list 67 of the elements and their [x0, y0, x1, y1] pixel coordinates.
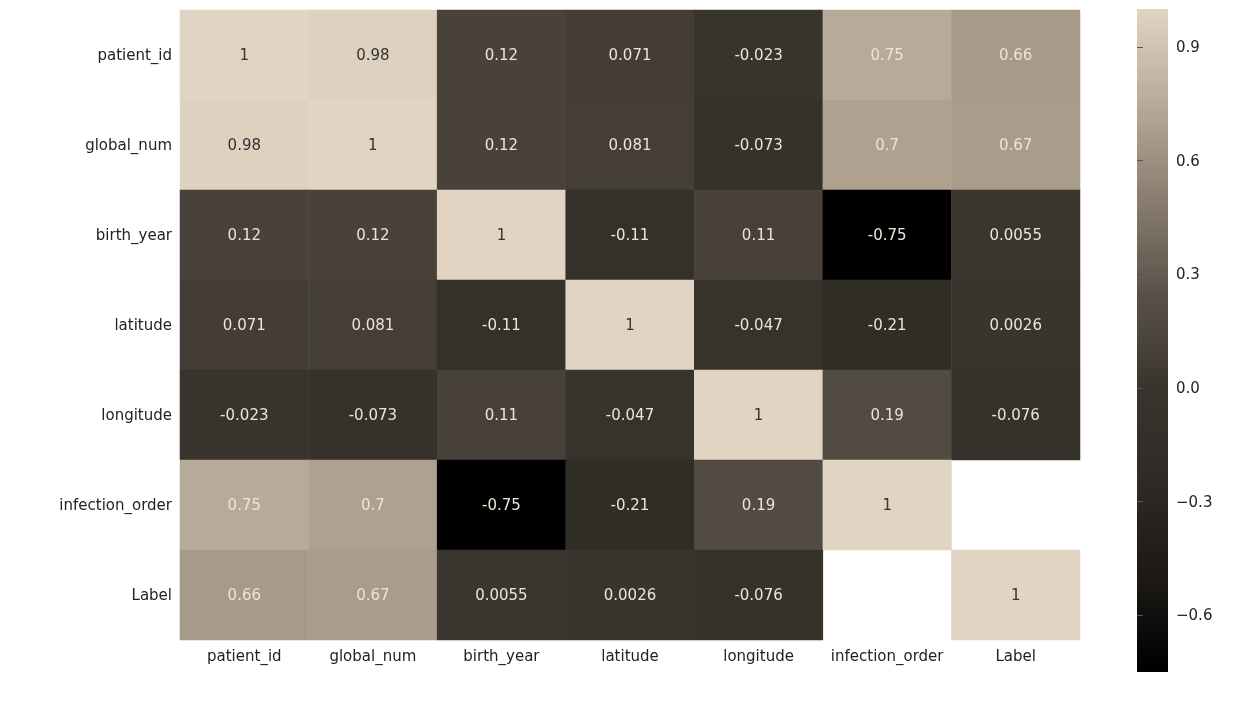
data-label: 0.071 [608, 46, 652, 64]
y-tick-label: latitude [114, 316, 172, 334]
color-bar-label: 0.9 [1176, 37, 1200, 56]
data-label: 0.12 [227, 226, 261, 244]
data-label: 0.12 [356, 226, 390, 244]
data-label: -0.076 [734, 586, 783, 604]
data-label: -0.75 [867, 226, 907, 244]
y-tick-label: infection_order [59, 496, 173, 515]
data-label: 0.11 [741, 226, 776, 244]
y-tick-label: birth_year [95, 226, 173, 245]
color-bar-label: −0.3 [1176, 492, 1213, 511]
data-label: 0.75 [227, 496, 261, 514]
data-label: -0.073 [734, 136, 783, 154]
data-label: 0.081 [351, 316, 395, 334]
data-label: 0.19 [870, 406, 904, 424]
x-tick-label: latitude [601, 646, 659, 665]
data-label: -0.21 [867, 316, 907, 334]
x-tick-label: Label [995, 646, 1036, 665]
x-tick-label: longitude [723, 646, 794, 665]
data-label: 0.0055 [475, 586, 528, 604]
data-label: -0.073 [348, 406, 398, 424]
data-label: 1 [239, 46, 250, 64]
data-label: -0.023 [220, 406, 269, 424]
color-bar-label: 0.3 [1176, 265, 1200, 284]
y-tick-label: global_num [85, 136, 172, 155]
data-label: 0.12 [484, 46, 519, 64]
x-tick-label: birth_year [463, 646, 541, 666]
x-tick-label: patient_id [207, 646, 282, 666]
data-label: 0.98 [356, 46, 390, 64]
data-label: -0.047 [605, 406, 655, 424]
data-label: 0.0055 [989, 226, 1042, 244]
data-label: 0.12 [484, 136, 519, 154]
data-label: 1 [625, 316, 635, 334]
data-label: -0.11 [610, 226, 650, 244]
y-tick-label: longitude [101, 406, 172, 424]
data-label: -0.11 [482, 316, 521, 334]
data-label: 0.98 [227, 136, 261, 154]
y-tick-label: Label [131, 586, 172, 604]
x-tick-label: global_num [329, 646, 417, 666]
data-label: 1 [1010, 586, 1021, 604]
data-label: 0.081 [608, 136, 652, 154]
data-label: 0.11 [484, 406, 519, 424]
color-bar-label: 0.6 [1176, 151, 1200, 170]
data-label: -0.75 [482, 496, 521, 514]
data-label: -0.023 [734, 46, 783, 64]
y-tick-label: patient_id [97, 46, 172, 65]
data-label: 1 [753, 406, 764, 424]
color-bar-label: 0.0 [1176, 378, 1200, 397]
data-label: 0.7 [875, 136, 900, 154]
data-label: 0.0026 [989, 316, 1042, 334]
data-label: -0.21 [610, 496, 650, 514]
data-label: 0.071 [222, 316, 266, 334]
data-label: 1 [496, 226, 507, 244]
data-label: 0.66 [999, 46, 1033, 64]
data-label: 0.75 [870, 46, 904, 64]
data-label: 0.19 [741, 496, 776, 514]
x-tick-label: infection_order [830, 646, 945, 666]
data-label: -0.047 [734, 316, 783, 334]
data-label: 0.67 [999, 136, 1033, 154]
data-label: -0.076 [991, 406, 1040, 424]
data-label: 0.66 [227, 586, 261, 604]
data-label: 0.67 [356, 586, 390, 604]
data-label: 0.7 [360, 496, 385, 514]
data-label: 0.0026 [603, 586, 657, 604]
data-label: 1 [882, 496, 892, 514]
color-bar-label: −0.6 [1176, 606, 1213, 625]
data-label: 1 [368, 136, 378, 154]
